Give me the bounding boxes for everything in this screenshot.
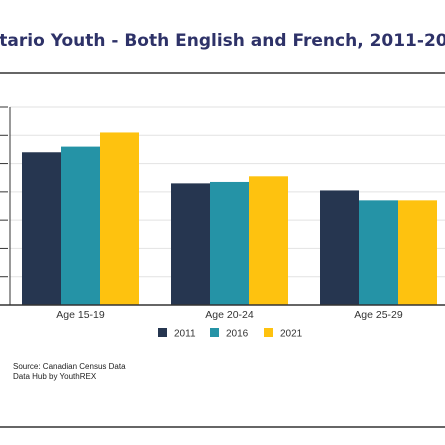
bar-2011 [171,183,210,305]
bar-2016 [210,181,249,305]
legend-swatch-2016 [210,328,219,337]
legend-swatch-2011 [158,328,167,337]
x-tick-label: Age 20-24 [205,309,254,321]
source-line-2: Data Hub by YouthREX [13,372,97,381]
bar-2021 [398,200,437,305]
bar-2021 [100,132,139,305]
x-tick-label: Age 15-19 [56,309,105,321]
legend-label-2016: 2016 [226,329,249,340]
legend-label-2021: 2021 [280,329,303,340]
bar-2016 [359,200,398,305]
source-line-1: Source: Canadian Census Data [13,362,126,371]
legend: 2011 2016 2021 [158,328,303,340]
bar-2016 [61,146,100,305]
bar-layer [0,132,445,306]
bar-2011 [320,190,359,305]
x-tick-label: Age 25-29 [354,309,403,321]
y-tick-marks [0,106,8,306]
legend-label-2011: 2011 [174,329,196,340]
x-tick-labels: Age 15-19 Age 20-24 Age 25-29 [56,309,403,321]
legend-swatch-2021 [264,328,273,337]
bar-2011 [22,152,61,305]
bar-2021 [249,176,288,305]
chart-title: Ontario Youth - Both English and French,… [0,31,445,51]
